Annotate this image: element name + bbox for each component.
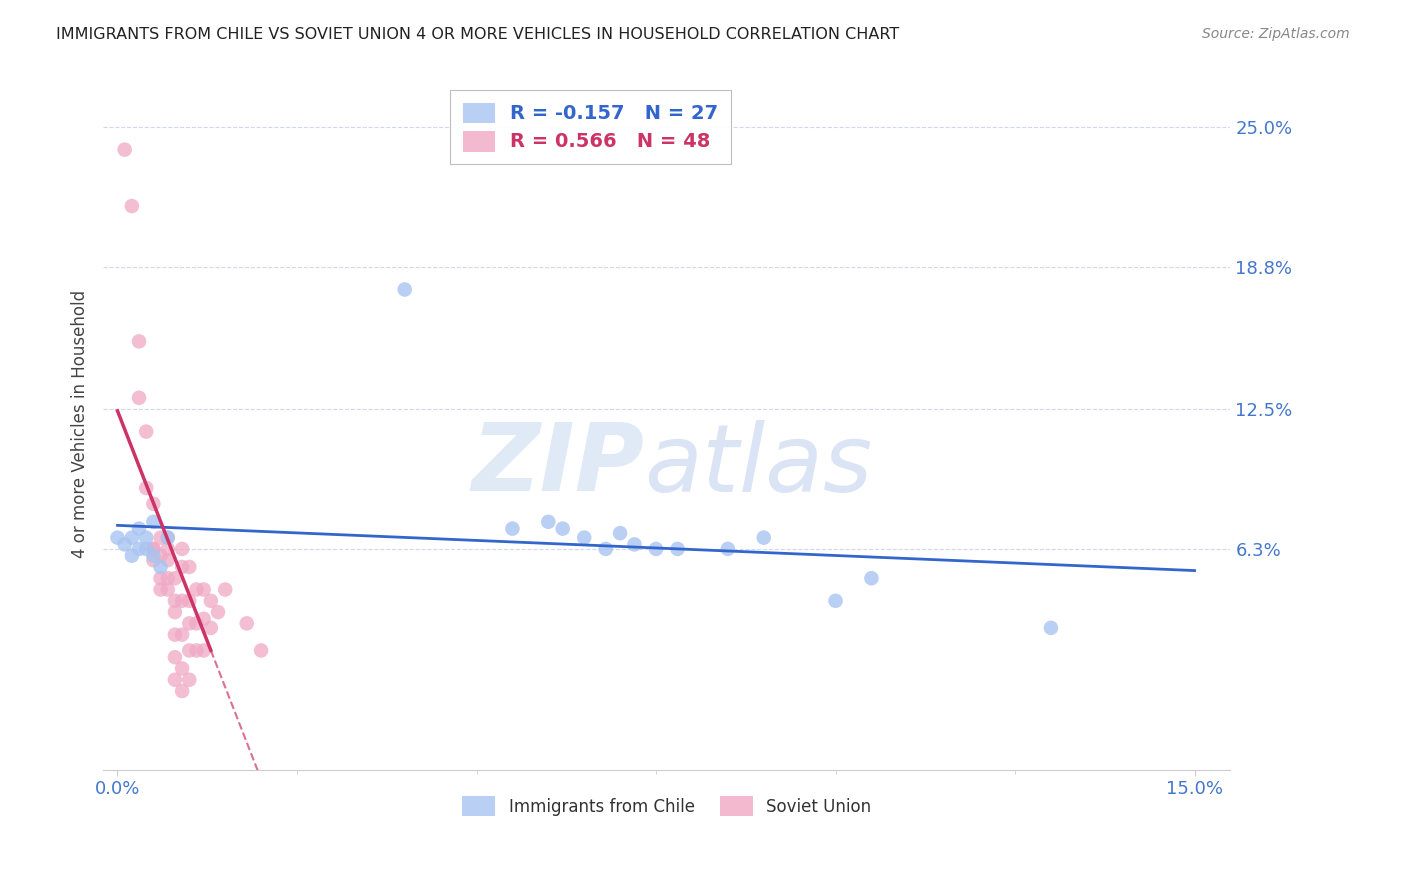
Point xyxy=(172,594,194,608)
Point xyxy=(142,549,165,563)
Point xyxy=(163,594,186,608)
Point xyxy=(200,621,222,635)
Point xyxy=(179,673,201,687)
Point xyxy=(860,571,883,585)
Point xyxy=(149,560,172,574)
Point xyxy=(107,531,129,545)
Point xyxy=(623,537,645,551)
Point xyxy=(142,515,165,529)
Point xyxy=(163,605,186,619)
Point xyxy=(179,594,201,608)
Point xyxy=(149,582,172,597)
Point xyxy=(114,143,136,157)
Text: ZIP: ZIP xyxy=(471,419,644,511)
Point xyxy=(193,612,215,626)
Point xyxy=(163,673,186,687)
Point xyxy=(179,560,201,574)
Point xyxy=(149,549,172,563)
Point xyxy=(135,481,157,495)
Point xyxy=(666,541,689,556)
Point xyxy=(186,582,208,597)
Point xyxy=(121,531,143,545)
Point xyxy=(156,541,179,556)
Point xyxy=(149,531,172,545)
Point xyxy=(200,594,222,608)
Point xyxy=(574,531,596,545)
Point xyxy=(128,334,150,349)
Point xyxy=(394,283,416,297)
Point xyxy=(186,616,208,631)
Point xyxy=(193,643,215,657)
Point xyxy=(595,541,617,556)
Point xyxy=(128,391,150,405)
Point xyxy=(172,661,194,675)
Point xyxy=(156,531,179,545)
Point xyxy=(163,650,186,665)
Point xyxy=(142,553,165,567)
Point xyxy=(149,571,172,585)
Point xyxy=(121,199,143,213)
Text: atlas: atlas xyxy=(644,420,873,511)
Point xyxy=(163,627,186,641)
Point xyxy=(128,541,150,556)
Point xyxy=(135,541,157,556)
Point xyxy=(121,549,143,563)
Text: Source: ZipAtlas.com: Source: ZipAtlas.com xyxy=(1202,27,1350,41)
Point xyxy=(179,643,201,657)
Point xyxy=(156,531,179,545)
Y-axis label: 4 or more Vehicles in Household: 4 or more Vehicles in Household xyxy=(72,290,89,558)
Point xyxy=(250,643,273,657)
Point xyxy=(135,425,157,439)
Point xyxy=(172,541,194,556)
Point xyxy=(186,643,208,657)
Point xyxy=(128,522,150,536)
Point xyxy=(172,627,194,641)
Point xyxy=(163,571,186,585)
Point xyxy=(214,582,236,597)
Point xyxy=(752,531,775,545)
Point xyxy=(1039,621,1062,635)
Point xyxy=(501,522,523,536)
Text: IMMIGRANTS FROM CHILE VS SOVIET UNION 4 OR MORE VEHICLES IN HOUSEHOLD CORRELATIO: IMMIGRANTS FROM CHILE VS SOVIET UNION 4 … xyxy=(56,27,900,42)
Point xyxy=(645,541,668,556)
Point xyxy=(235,616,257,631)
Point xyxy=(824,594,846,608)
Point xyxy=(156,571,179,585)
Point xyxy=(179,616,201,631)
Point xyxy=(156,553,179,567)
Point xyxy=(156,582,179,597)
Point xyxy=(717,541,740,556)
Point xyxy=(142,541,165,556)
Point xyxy=(551,522,574,536)
Point xyxy=(142,541,165,556)
Point xyxy=(172,560,194,574)
Legend: Immigrants from Chile, Soviet Union: Immigrants from Chile, Soviet Union xyxy=(454,788,880,824)
Point xyxy=(172,684,194,698)
Point xyxy=(537,515,560,529)
Point xyxy=(142,497,165,511)
Point xyxy=(207,605,229,619)
Point xyxy=(135,531,157,545)
Point xyxy=(193,582,215,597)
Point xyxy=(114,537,136,551)
Point xyxy=(609,526,631,541)
